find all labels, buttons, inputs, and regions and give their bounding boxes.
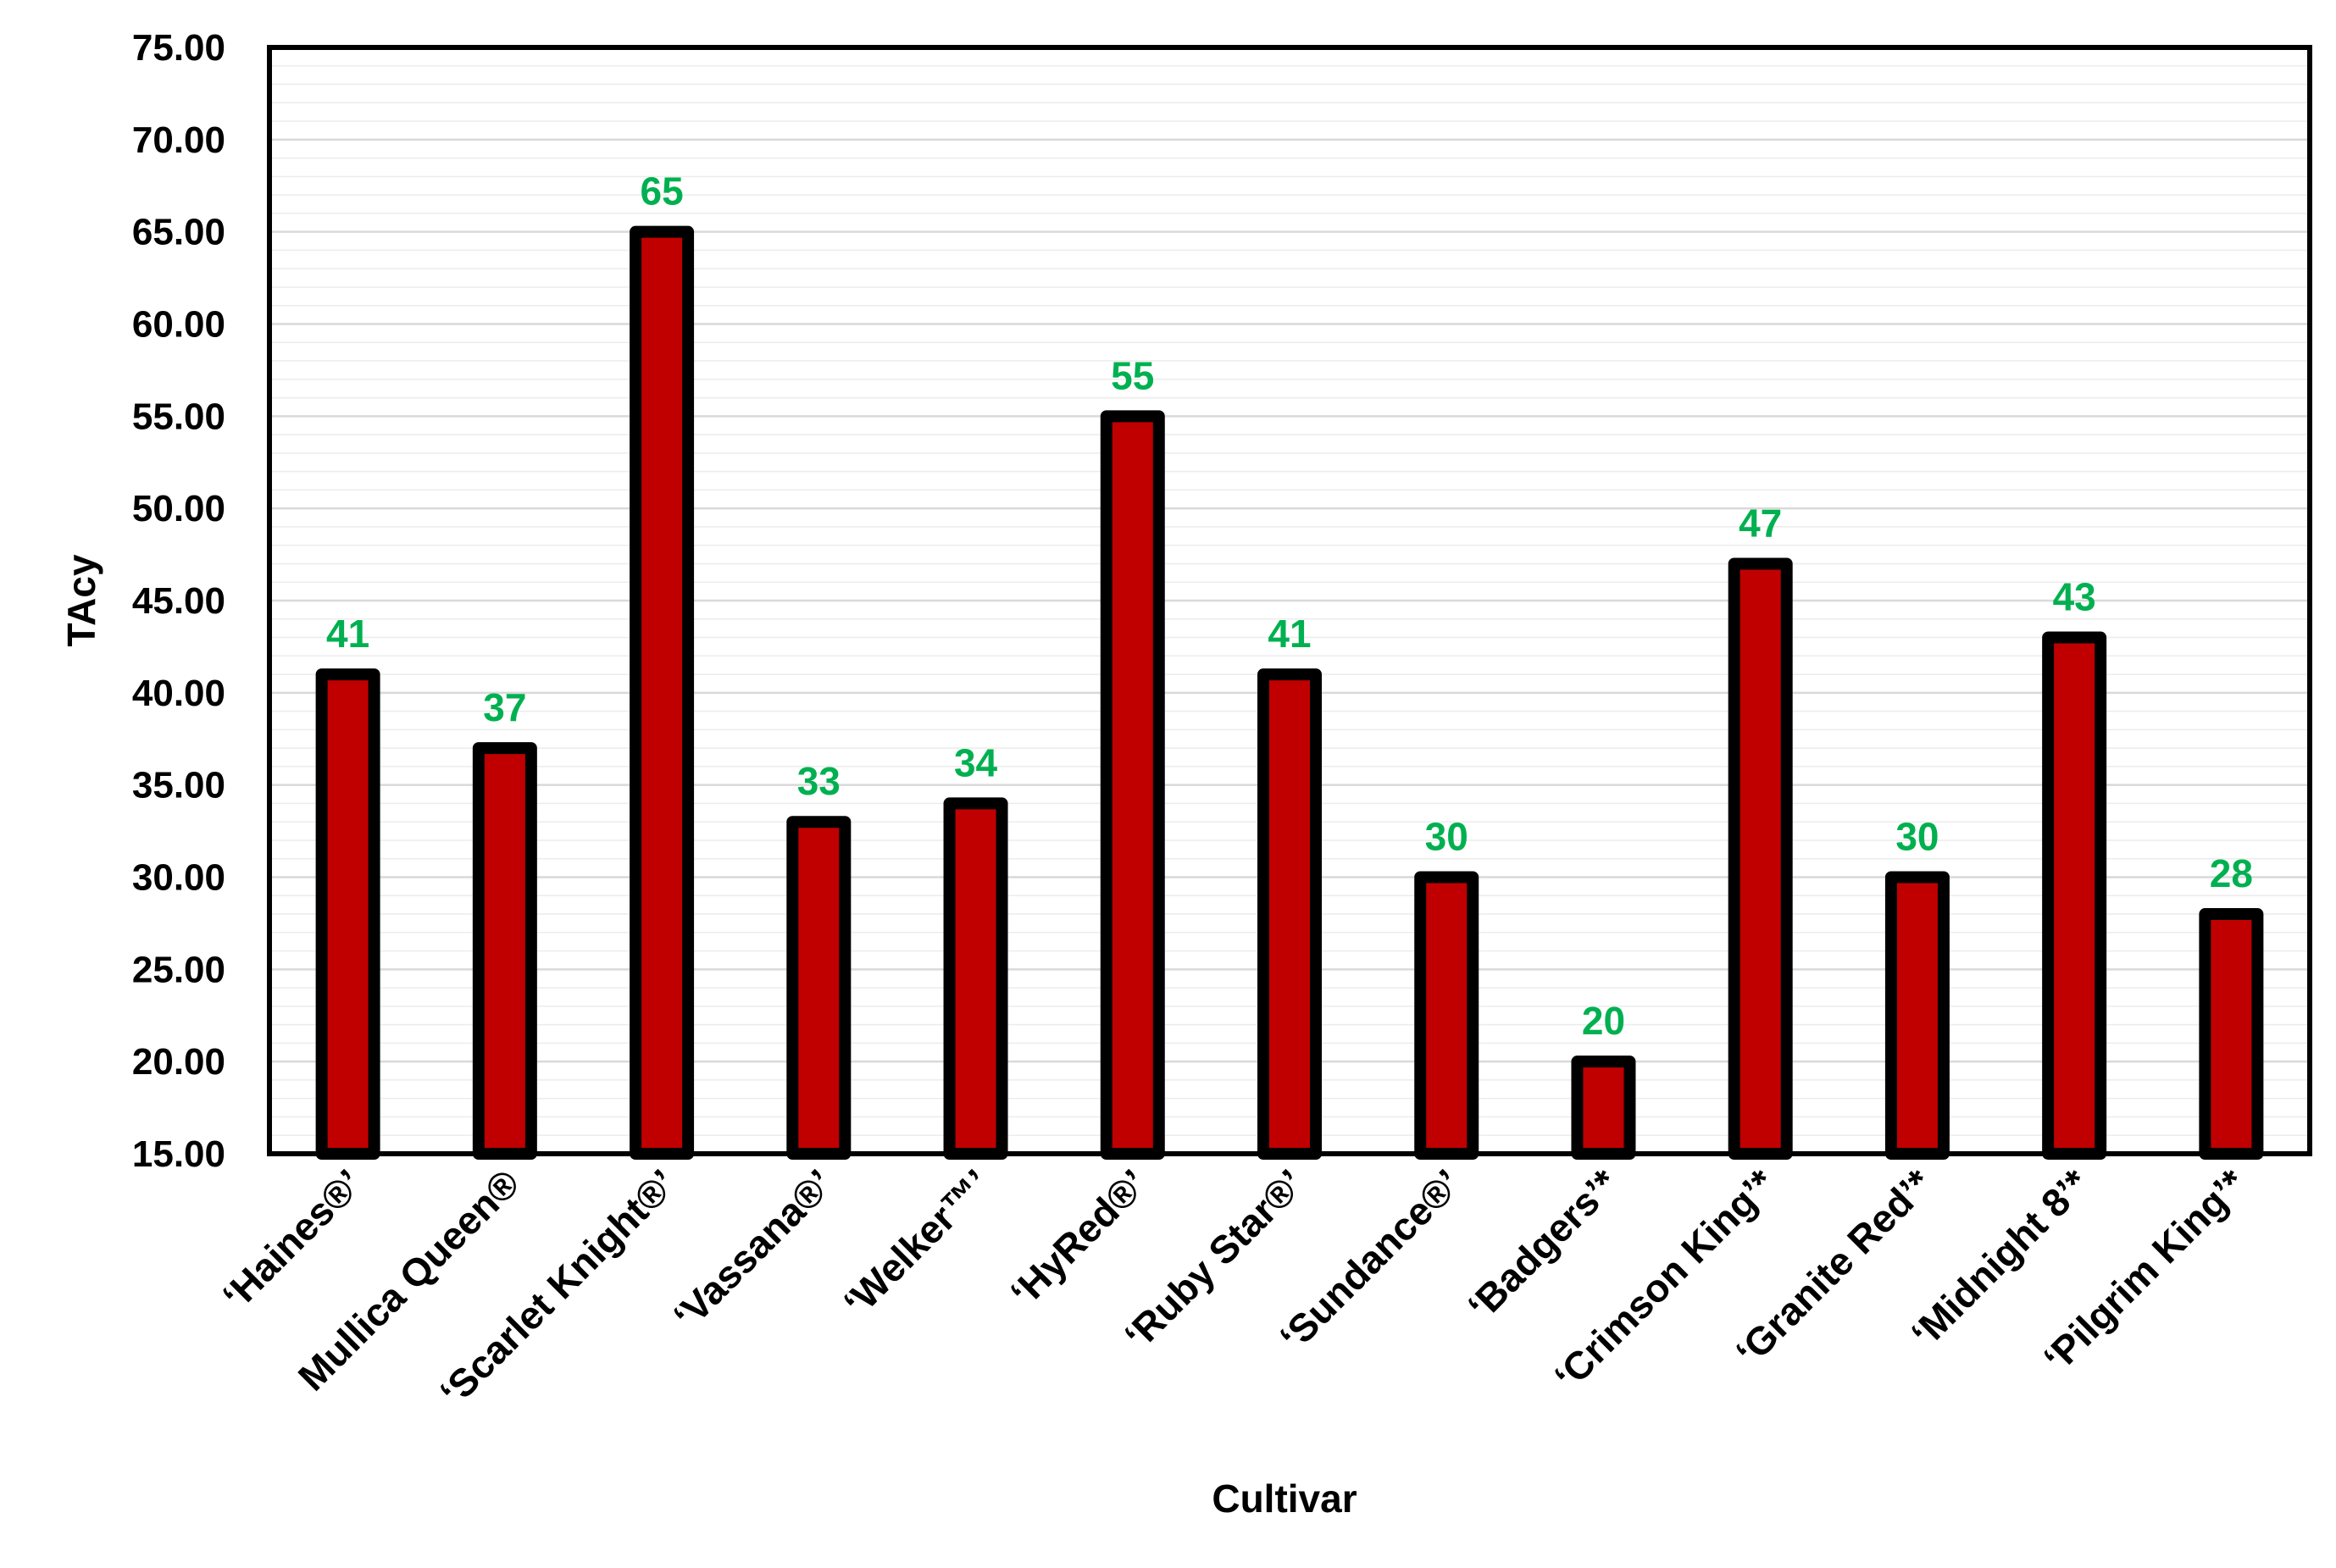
y-tick-label: 50.00 xyxy=(132,488,225,529)
data-label-3: 33 xyxy=(797,759,841,803)
x-tick-label-0: ‘Haines®’ xyxy=(214,1161,370,1317)
bar-series xyxy=(315,225,2264,1161)
y-tick-label: 40.00 xyxy=(132,673,225,714)
x-axis-tick-labels: ‘Haines®’Mullica Queen®‘Scarlet Knight®’… xyxy=(214,1161,2254,1414)
plot-area-frame xyxy=(267,45,2312,1156)
x-tick-label-3: ‘Vassana®’ xyxy=(664,1161,841,1338)
y-tick-label: 20.00 xyxy=(132,1041,225,1083)
data-label-12: 28 xyxy=(2210,851,2253,895)
y-tick-label: 75.00 xyxy=(132,27,225,69)
y-tick-label: 65.00 xyxy=(132,212,225,253)
bar-1 xyxy=(472,742,537,1161)
bar-6 xyxy=(1257,668,1322,1160)
x-tick-label-4: ‘Welker™’ xyxy=(835,1161,998,1324)
bar-3 xyxy=(786,816,852,1160)
data-label-1: 37 xyxy=(483,685,526,729)
bar-10 xyxy=(1884,871,1950,1160)
bar-5 xyxy=(1100,410,1165,1161)
x-tick-label-8: ‘Badgers’* xyxy=(1459,1161,1627,1328)
y-axis-tick-labels: 15.00 20.00 25.00 30.00 35.00 40.00 45.00 50.00… xyxy=(132,27,225,1175)
x-tick-label-5: ‘HyRed®’ xyxy=(1002,1161,1156,1315)
bar-2 xyxy=(630,225,695,1161)
data-label-2: 65 xyxy=(640,169,683,213)
bar-9 xyxy=(1728,557,1793,1160)
data-label-10: 30 xyxy=(1895,815,1939,859)
bar-7 xyxy=(1414,871,1479,1160)
bar-8 xyxy=(1571,1055,1636,1160)
x-axis-title: Cultivar xyxy=(1212,1477,1357,1521)
y-tick-label: 15.00 xyxy=(132,1133,225,1175)
y-tick-label: 70.00 xyxy=(132,119,225,161)
data-label-7: 30 xyxy=(1425,815,1468,859)
bar-4 xyxy=(943,797,1008,1161)
data-label-11: 43 xyxy=(2053,575,2096,619)
y-tick-label: 30.00 xyxy=(132,857,225,899)
y-tick-label: 45.00 xyxy=(132,580,225,622)
data-label-6: 41 xyxy=(1268,612,1311,656)
data-label-9: 47 xyxy=(1739,501,1782,545)
data-label-0: 41 xyxy=(326,612,369,656)
data-label-5: 55 xyxy=(1111,353,1154,397)
bar-12 xyxy=(2199,908,2264,1160)
data-label-8: 20 xyxy=(1582,999,1625,1043)
bar-11 xyxy=(2042,631,2107,1160)
y-tick-label: 35.00 xyxy=(132,765,225,806)
bar-0 xyxy=(315,668,380,1160)
data-labels: 41 37 65 33 34 55 41 30 20 47 30 43 28 xyxy=(326,169,2253,1043)
y-tick-label: 55.00 xyxy=(132,396,225,437)
y-tick-label: 60.00 xyxy=(132,304,225,346)
y-axis-title: TAcy xyxy=(59,554,103,646)
data-label-4: 34 xyxy=(954,740,998,784)
y-tick-label: 25.00 xyxy=(132,949,225,990)
